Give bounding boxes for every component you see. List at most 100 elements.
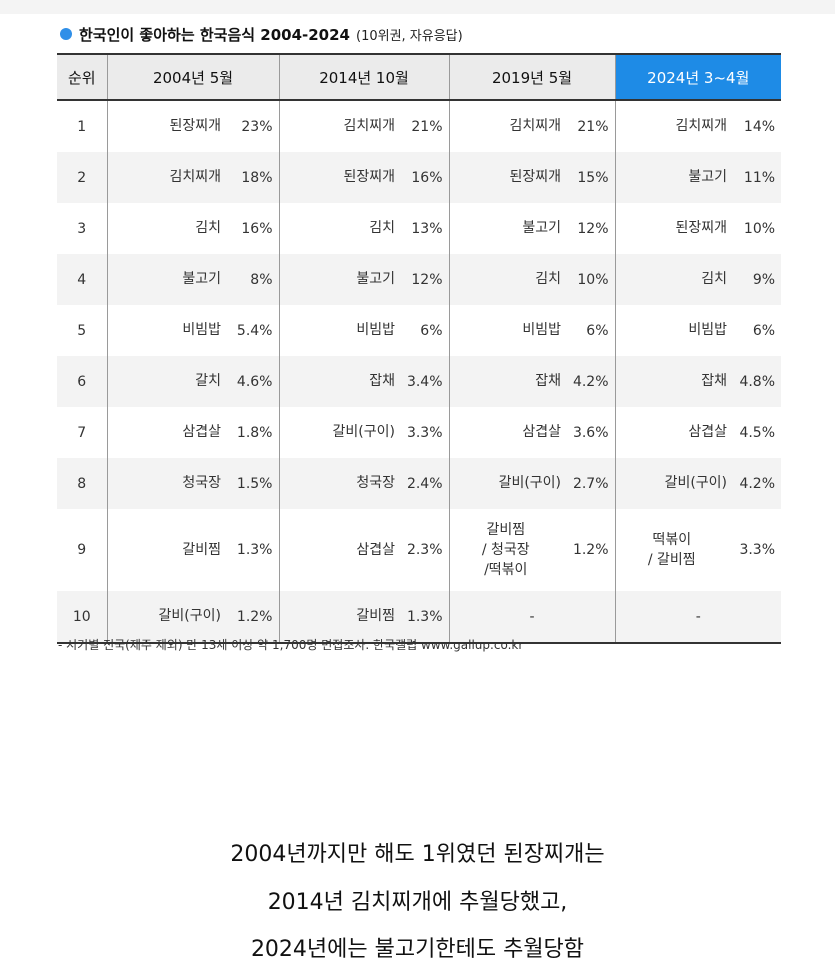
rank-cell: 3 <box>77 220 87 237</box>
percent-cell: 21% <box>411 118 443 135</box>
header-period-2024: 2024년 3~4월 <box>614 53 782 101</box>
food-name-cell: 김치 <box>278 203 399 254</box>
food-name-cell: 갈비(구이) <box>278 407 399 458</box>
food-name-cell: 김치 <box>106 203 225 254</box>
rank-cell: 8 <box>57 458 107 509</box>
food-name-cell: 비빔밥 <box>614 305 732 356</box>
percent-cell: 2.4% <box>399 458 450 509</box>
food-name-cell: 잡채 <box>448 356 566 407</box>
rank-cell: 5 <box>77 322 87 339</box>
footnote: - 시기별 전국(제주 제외) 만 13세 이상 약 1,700명 면접조사. … <box>58 638 524 652</box>
food-name-cell: 갈비찜 / 청국장 /떡볶이 <box>448 509 566 591</box>
table-header-row: 순위 2004년 5월 2014년 10월 2019년 5월 2024년 3~4… <box>57 53 782 101</box>
percent-cell: 21% <box>577 118 609 135</box>
top-strip <box>0 0 835 14</box>
food-name-cell: 불고기 <box>448 203 566 254</box>
food-name-cell: 떡볶이 / 갈비찜 <box>614 509 732 591</box>
food-name-cell: 비빔밥 <box>106 305 225 356</box>
percent-cell: 3.3% <box>739 542 776 558</box>
rank-cell: 6 <box>57 356 107 407</box>
food-name-cell: 김치 <box>614 254 732 305</box>
rank-cell: 2 <box>57 152 107 203</box>
table-row: 1 된장찌개 23% 김치찌개 21% 김치찌개 21% 김치찌개 14% <box>57 100 781 152</box>
percent-cell: 3.3% <box>406 424 443 441</box>
percent-cell: 6% <box>752 322 776 339</box>
percent-cell: 3.4% <box>399 356 450 407</box>
title-main: 한국인이 좋아하는 한국음식 2004-2024 <box>79 25 350 44</box>
percent-cell: 6% <box>420 322 443 339</box>
percent-cell: 4.6% <box>225 356 279 407</box>
food-name-cell: 청국장 <box>278 458 399 509</box>
percent-cell: 16% <box>241 220 273 237</box>
percent-cell: 16% <box>399 152 450 203</box>
chart-title: 한국인이 좋아하는 한국음식 2004-2024 (10위권, 자유응답) <box>60 22 463 46</box>
percent-cell: 4.8% <box>731 356 782 407</box>
percent-cell: 1.2% <box>572 542 609 558</box>
table-row: 3 김치 16% 김치 13% 불고기 12% 된장찌개 10% <box>57 203 781 254</box>
table-row: 7 삼겹살 1.8% 갈비(구이) 3.3% 삼겹살 3.6% 삼겹살 4.5% <box>57 407 781 458</box>
table-body: 1 된장찌개 23% 김치찌개 21% 김치찌개 21% 김치찌개 14% 2 김치찌개 18% 된장찌… <box>57 100 782 644</box>
food-name-cell: 김치찌개 <box>614 100 732 152</box>
food-name-cell: 갈비(구이) <box>614 458 732 509</box>
percent-cell: 10% <box>565 254 616 305</box>
percent-cell: 1.3% <box>236 542 273 558</box>
caption-line-2: 2014년 김치찌개에 추월당했고, <box>267 890 568 915</box>
food-name-cell: 갈비찜 <box>278 591 399 644</box>
food-name-cell: 삼겹살 <box>106 407 225 458</box>
food-name-cell: 갈비(구이) <box>106 591 225 644</box>
food-name-cell: 김치찌개 <box>106 152 225 203</box>
percent-cell: 10% <box>743 220 776 237</box>
food-name-cell: 김치 <box>448 254 566 305</box>
percent-cell: 23% <box>241 118 273 135</box>
percent-cell: 15% <box>565 152 616 203</box>
percent-cell: 2.7% <box>565 458 616 509</box>
food-name-cell: 된장찌개 <box>278 152 399 203</box>
caption-line-1: 2004년까지만 해도 1위였던 된장찌개는 <box>230 842 605 867</box>
percent-cell: 11% <box>731 152 782 203</box>
rank-cell: 9 <box>77 542 87 558</box>
percent-cell: 1.3% <box>399 591 450 644</box>
food-name-cell: 비빔밥 <box>278 305 399 356</box>
ranking-table: 순위 2004년 5월 2014년 10월 2019년 5월 2024년 3~4… <box>57 53 782 644</box>
percent-cell: 4.2% <box>565 356 616 407</box>
percent-cell: 1.5% <box>225 458 279 509</box>
food-name-cell: 갈치 <box>106 356 225 407</box>
food-name-cell: 잡채 <box>278 356 399 407</box>
table-row: 9 갈비찜 1.3% 삼겹살 2.3% 갈비찜 / 청국장 /떡볶이 1.2% 떡볶이 / 갈… <box>57 509 781 591</box>
food-name-cell: 삼겹살 <box>448 407 566 458</box>
table-row: 6 갈치 4.6% 잡채 3.4% 잡채 4.2% 잡채 4.8% <box>57 356 782 407</box>
table-row: 10 갈비(구이) 1.2% 갈비찜 1.3% - - <box>57 591 782 644</box>
bullet-dot-icon <box>60 28 72 40</box>
percent-cell: 4.5% <box>739 424 776 441</box>
food-name-cell: 된장찌개 <box>614 203 732 254</box>
percent-cell: 1.2% <box>225 591 279 644</box>
percent-cell: 6% <box>586 322 609 339</box>
food-name-cell: 잡채 <box>614 356 732 407</box>
percent-cell: 12% <box>577 220 609 237</box>
header-period-2004: 2004년 5월 <box>106 53 279 101</box>
food-name-cell: 삼겹살 <box>614 407 732 458</box>
food-name-cell: 된장찌개 <box>448 152 566 203</box>
food-name-cell: 김치찌개 <box>448 100 566 152</box>
percent-cell: 14% <box>743 118 776 135</box>
food-name-cell: 불고기 <box>614 152 732 203</box>
table-row: 5 비빔밥 5.4% 비빔밥 6% 비빔밥 6% 비빔밥 6% <box>57 305 781 356</box>
table-row: 8 청국장 1.5% 청국장 2.4% 갈비(구이) 2.7% 갈비(구이) 4.2% <box>57 458 782 509</box>
rank-cell: 4 <box>57 254 107 305</box>
percent-cell: 18% <box>225 152 279 203</box>
food-name-cell: 김치찌개 <box>278 100 399 152</box>
header-period-2019: 2019년 5월 <box>448 53 616 101</box>
percent-cell: 3.6% <box>572 424 609 441</box>
rank-cell: 10 <box>57 591 107 644</box>
table-row: 2 김치찌개 18% 된장찌개 16% 된장찌개 15% 불고기 11% <box>57 152 782 203</box>
header-rank: 순위 <box>57 53 107 101</box>
food-name-cell: 삼겹살 <box>278 509 399 591</box>
percent-cell: 13% <box>411 220 443 237</box>
header-period-2014: 2014년 10월 <box>278 53 450 101</box>
percent-cell: 9% <box>731 254 782 305</box>
food-name-cell: 갈비(구이) <box>448 458 566 509</box>
food-name-cell: 불고기 <box>106 254 225 305</box>
rank-cell: 7 <box>77 424 87 441</box>
percent-cell: 1.8% <box>236 424 273 441</box>
food-name-cell: 불고기 <box>278 254 399 305</box>
